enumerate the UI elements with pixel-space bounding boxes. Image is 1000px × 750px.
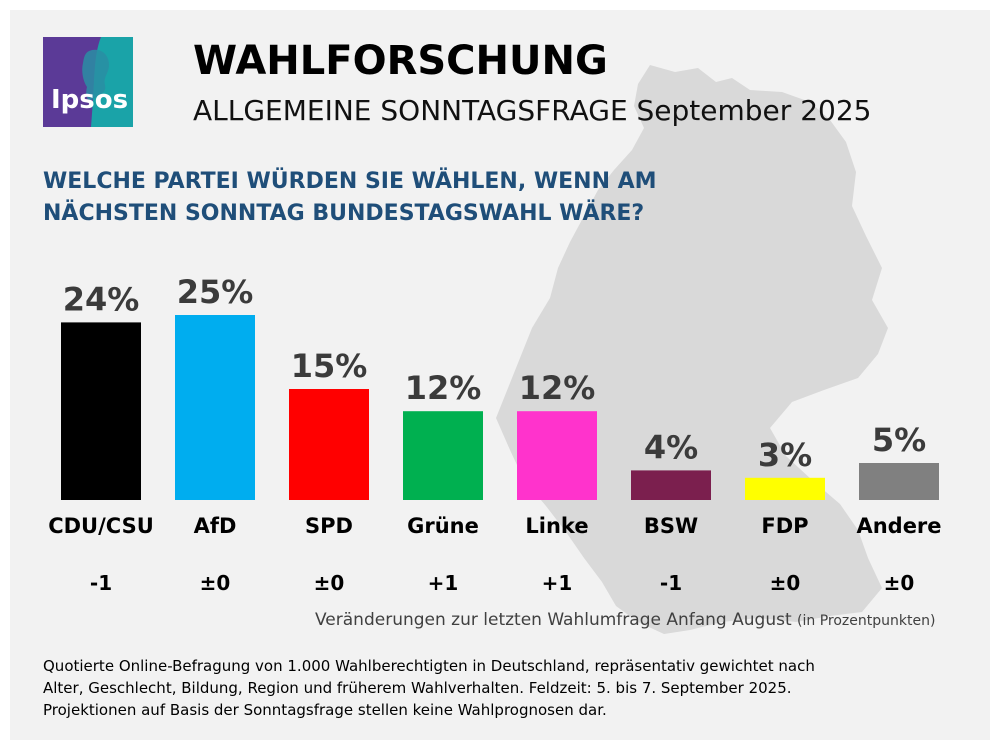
bar-change-andere: ±0 — [884, 571, 915, 595]
bar-change-spd: ±0 — [314, 571, 345, 595]
bar-change-grüne: +1 — [428, 571, 459, 595]
page-subtitle: ALLGEMEINE SONNTAGSFRAGE September 2025 — [193, 94, 872, 127]
ipsos-logo: Ipsos — [43, 37, 133, 127]
bar-label-cdu-csu: CDU/CSU — [48, 514, 154, 538]
bar-label-bsw: BSW — [644, 514, 698, 538]
bar-value-spd: 15% — [291, 347, 368, 385]
bar-value-andere: 5% — [872, 421, 926, 459]
bar-change-linke: +1 — [542, 571, 573, 595]
change-note-main: Veränderungen zur letzten Wahlumfrage An… — [315, 610, 792, 630]
bar-label-spd: SPD — [305, 514, 353, 538]
bar-change-afd: ±0 — [200, 571, 231, 595]
bar-bsw — [631, 470, 711, 500]
survey-question-line-1: WELCHE PARTEI WÜRDEN SIE WÄHLEN, WENN AM — [43, 169, 657, 194]
bar-label-fdp: FDP — [761, 514, 808, 538]
footnote-line-2: Alter, Geschlecht, Bildung, Region und f… — [43, 679, 792, 697]
bar-change-cdu-csu: -1 — [90, 571, 112, 595]
survey-question-line-2: NÄCHSTEN SONNTAG BUNDESTAGSWAHL WÄRE? — [43, 201, 645, 226]
ipsos-logo-text: Ipsos — [51, 85, 129, 115]
footnote-line-3: Projektionen auf Basis der Sonntagsfrage… — [43, 701, 607, 719]
bar-value-fdp: 3% — [758, 436, 812, 474]
ipsos-logo-graphic — [43, 37, 133, 127]
bar-andere — [859, 463, 939, 500]
bar-spd — [289, 389, 369, 500]
bar-chart: 24% CDU/CSU -1 25% AfD ±0 15% SPD ±0 12% Grüne +1 12… — [48, 273, 941, 595]
bar-cdu-csu — [61, 322, 141, 500]
bar-grüne — [403, 411, 483, 500]
bar-change-bsw: -1 — [660, 571, 682, 595]
bar-label-afd: AfD — [194, 514, 237, 538]
bar-value-linke: 12% — [519, 369, 596, 407]
bar-label-grüne: Grüne — [407, 514, 479, 538]
change-note: Veränderungen zur letzten Wahlumfrage An… — [315, 610, 935, 630]
change-note-unit: (in Prozentpunkten) — [797, 613, 936, 629]
bar-change-fdp: ±0 — [770, 571, 801, 595]
infographic-card: Ipsos WAHLFORSCHUNG ALLGEMEINE SONNTAGSF… — [10, 10, 990, 740]
methodology-footnote: Quotierte Online-Befragung von 1.000 Wah… — [43, 655, 815, 721]
bar-value-cdu-csu: 24% — [63, 280, 140, 318]
bar-label-linke: Linke — [525, 514, 588, 538]
bar-afd — [175, 315, 255, 500]
bar-linke — [517, 411, 597, 500]
bar-value-bsw: 4% — [644, 428, 698, 466]
bar-fdp — [745, 477, 825, 500]
survey-question: WELCHE PARTEI WÜRDEN SIE WÄHLEN, WENN AM… — [43, 166, 657, 230]
footnote-line-1: Quotierte Online-Befragung von 1.000 Wah… — [43, 657, 815, 675]
bar-label-andere: Andere — [856, 514, 941, 538]
page-title: WAHLFORSCHUNG — [193, 38, 608, 84]
bar-value-afd: 25% — [177, 273, 254, 311]
bar-value-grüne: 12% — [405, 369, 482, 407]
